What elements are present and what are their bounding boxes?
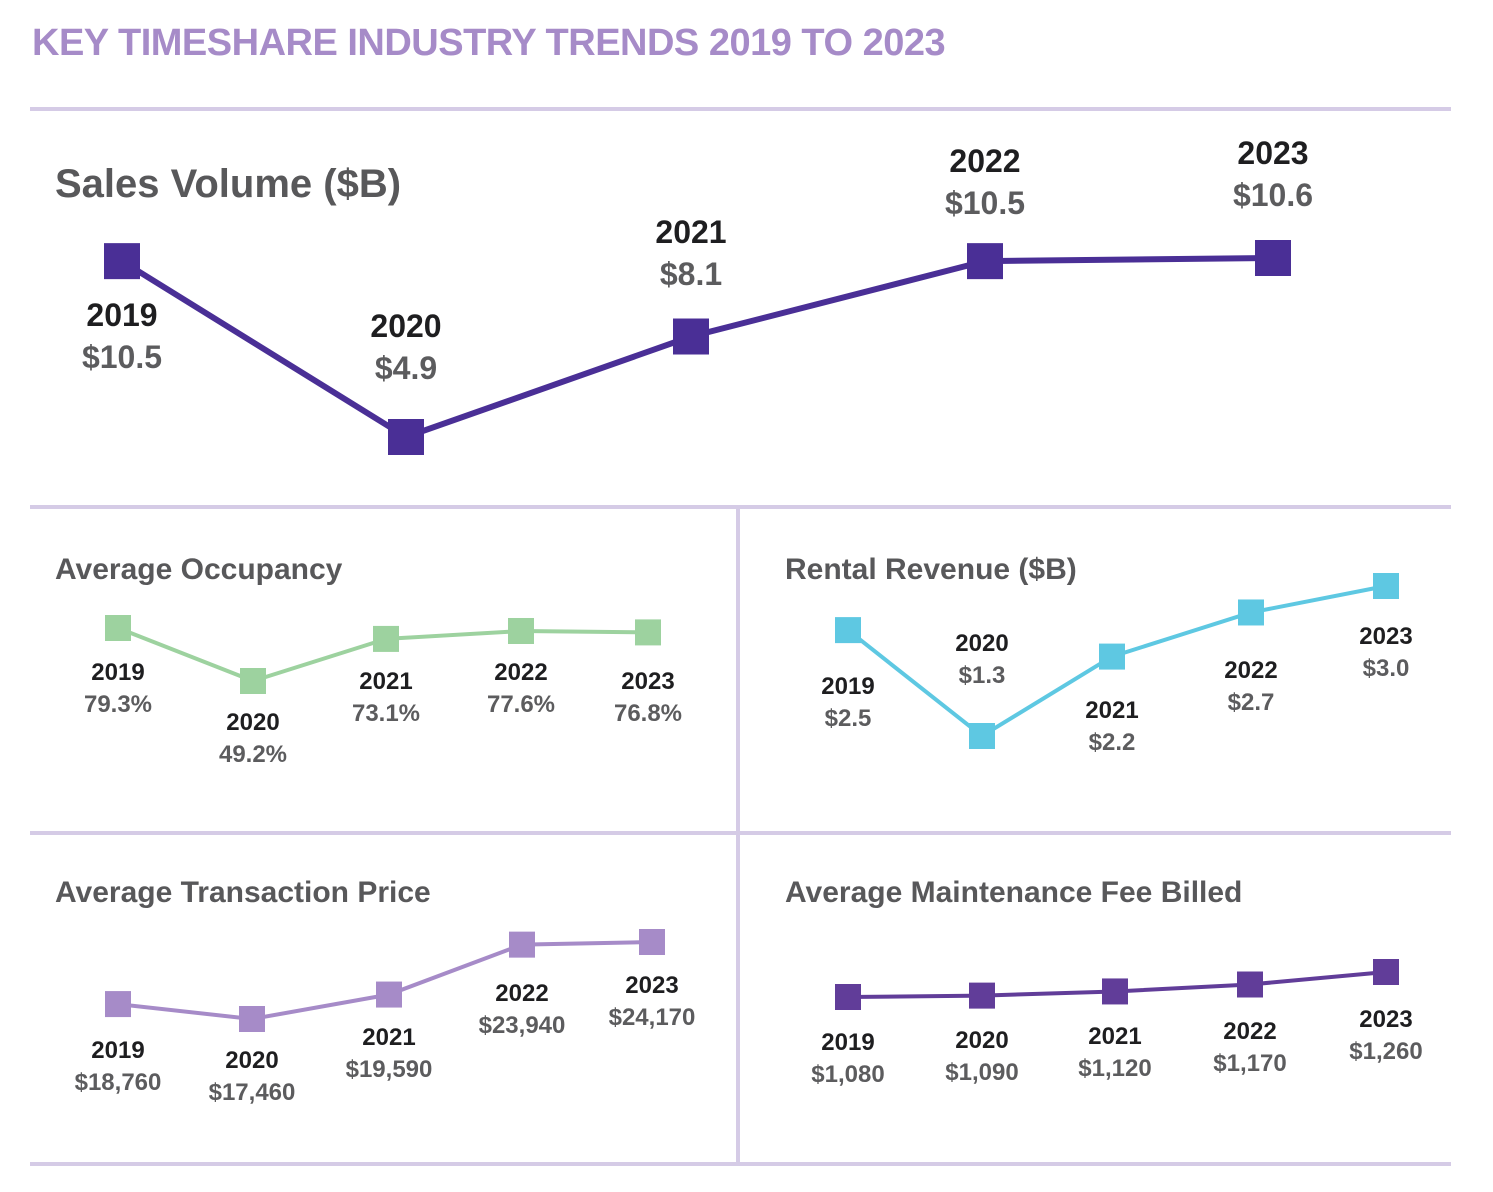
data-point-marker <box>508 617 534 644</box>
year-label: 2022 <box>949 143 1020 179</box>
value-label: $8.1 <box>660 256 722 292</box>
year-label: 2019 <box>821 673 874 700</box>
year-label: 2022 <box>1223 1018 1276 1045</box>
year-label: 2021 <box>359 668 412 695</box>
sales-volume-title: Sales Volume ($B) <box>55 162 402 206</box>
data-point-marker <box>635 619 661 646</box>
value-label: $24,170 <box>609 1004 696 1031</box>
value-label: $1.3 <box>959 662 1006 689</box>
year-label: 2022 <box>1224 657 1277 684</box>
year-label: 2020 <box>955 630 1008 657</box>
divider-lower <box>30 831 1451 835</box>
year-label: 2023 <box>1359 623 1412 650</box>
value-label: $2.2 <box>1089 729 1136 756</box>
value-label: $1,080 <box>811 1061 884 1088</box>
value-label: $1,170 <box>1213 1050 1286 1077</box>
year-label: 2021 <box>1088 1023 1141 1050</box>
value-label: $23,940 <box>479 1012 566 1039</box>
value-label: $4.9 <box>375 350 437 386</box>
value-label: $2.5 <box>825 705 872 732</box>
data-point-marker <box>835 984 861 1010</box>
data-point-marker <box>1237 971 1263 998</box>
divider-bottom <box>30 1162 1451 1166</box>
value-label: $18,760 <box>75 1069 162 1096</box>
divider-top <box>30 107 1451 111</box>
year-label: 2021 <box>1085 697 1138 724</box>
value-label: $10.5 <box>945 185 1025 221</box>
year-label: 2022 <box>495 980 548 1007</box>
year-label: 2019 <box>86 297 157 333</box>
data-point-marker <box>969 723 995 749</box>
data-point-marker <box>835 617 861 644</box>
occupancy-title: Average Occupancy <box>55 553 343 586</box>
maintenance-fee-title: Average Maintenance Fee Billed <box>785 876 1243 909</box>
data-point-marker <box>1255 240 1291 276</box>
value-label: $10.5 <box>82 339 162 375</box>
data-point-marker <box>509 931 535 958</box>
data-point-marker <box>1238 599 1264 626</box>
data-point-marker <box>239 1006 265 1032</box>
data-point-marker <box>104 243 140 280</box>
year-label: 2023 <box>625 972 678 999</box>
value-label: 73.1% <box>352 700 420 727</box>
value-label: $2.7 <box>1228 689 1275 716</box>
year-label: 2019 <box>91 1037 144 1064</box>
data-point-marker <box>1102 978 1128 1005</box>
data-point-marker <box>105 991 131 1018</box>
rental-revenue-title: Rental Revenue ($B) <box>785 553 1077 586</box>
value-label: 76.8% <box>614 700 682 727</box>
year-label: 2019 <box>91 659 144 686</box>
data-point-marker <box>240 668 266 694</box>
divider-middle <box>30 505 1451 509</box>
year-label: 2020 <box>955 1027 1008 1054</box>
data-point-marker <box>373 625 399 652</box>
data-point-marker <box>967 243 1003 280</box>
data-point-marker <box>639 929 665 955</box>
year-label: 2022 <box>494 659 547 686</box>
value-label: $3.0 <box>1363 655 1410 682</box>
page-title: KEY TIMESHARE INDUSTRY TRENDS 2019 TO 20… <box>32 22 946 64</box>
transaction-price-title: Average Transaction Price <box>55 876 431 909</box>
data-point-marker <box>969 982 995 1009</box>
value-label: 49.2% <box>219 741 287 768</box>
value-label: $1,120 <box>1078 1055 1151 1082</box>
value-label: 79.3% <box>84 691 152 718</box>
value-label: $1,090 <box>945 1059 1018 1086</box>
year-label: 2023 <box>621 668 674 695</box>
data-point-marker <box>1373 573 1399 599</box>
data-point-marker <box>1373 959 1399 985</box>
year-label: 2020 <box>370 308 441 344</box>
year-label: 2020 <box>225 1047 278 1074</box>
year-label: 2019 <box>821 1029 874 1056</box>
value-label: $1,260 <box>1349 1038 1422 1065</box>
value-label: $19,590 <box>346 1056 433 1083</box>
divider-vertical <box>736 507 740 1165</box>
value-label: 77.6% <box>487 691 555 718</box>
year-label: 2023 <box>1237 135 1308 171</box>
year-label: 2021 <box>362 1024 415 1051</box>
data-point-marker <box>673 318 709 355</box>
year-label: 2020 <box>226 709 279 736</box>
data-point-marker <box>376 981 402 1008</box>
value-label: $10.6 <box>1233 177 1313 213</box>
year-label: 2021 <box>655 214 726 250</box>
data-point-marker <box>388 419 424 455</box>
data-point-marker <box>1099 643 1125 670</box>
year-label: 2023 <box>1359 1006 1412 1033</box>
data-point-marker <box>105 615 131 641</box>
value-label: $17,460 <box>209 1079 296 1106</box>
